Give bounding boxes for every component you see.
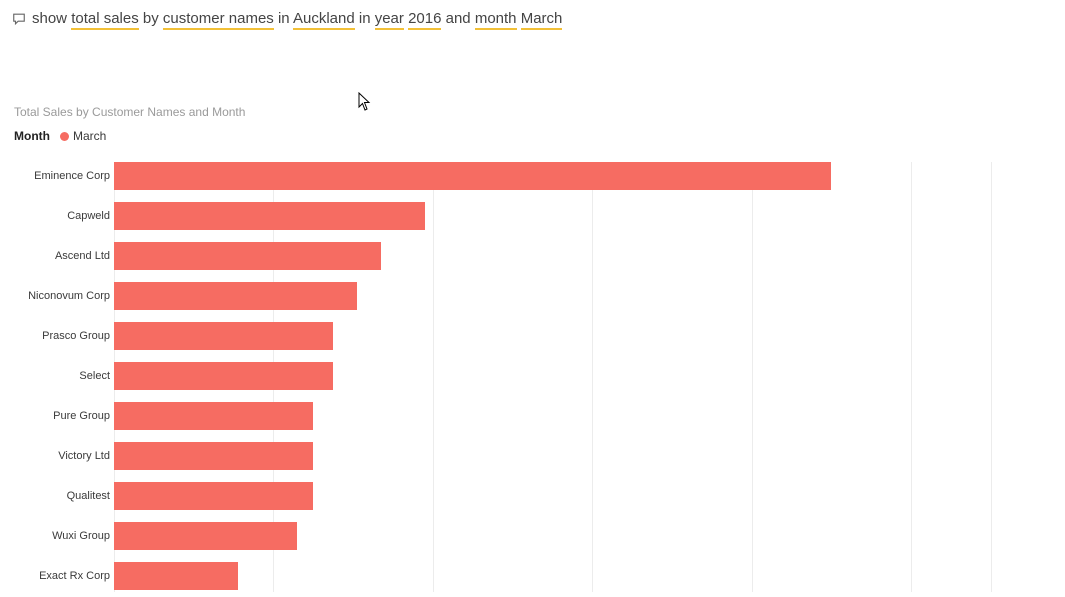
query-token-underlined[interactable]: Auckland <box>293 10 355 30</box>
y-axis-label: Exact Rx Corp <box>14 569 110 583</box>
y-axis-label: Prasco Group <box>14 329 110 343</box>
chart-legend: Month March <box>14 129 1051 144</box>
gridline <box>911 162 912 592</box>
legend-item[interactable]: March <box>60 129 106 143</box>
legend-item-label: March <box>73 129 106 143</box>
legend-axis-label: Month <box>14 129 50 143</box>
gridline <box>752 162 753 592</box>
query-token[interactable]: show <box>32 10 71 27</box>
y-axis-label: Niconovum Corp <box>14 289 110 303</box>
y-axis-label: Qualitest <box>14 489 110 503</box>
query-token[interactable]: in <box>274 10 293 27</box>
bar[interactable] <box>114 522 297 550</box>
query-token-underlined[interactable]: total sales <box>71 10 139 30</box>
y-axis-label: Eminence Corp <box>14 169 110 183</box>
gridline <box>433 162 434 592</box>
bar[interactable] <box>114 202 425 230</box>
chart-plot <box>114 162 911 592</box>
query-token-underlined[interactable]: year <box>375 10 404 30</box>
bar[interactable] <box>114 322 333 350</box>
bar[interactable] <box>114 442 313 470</box>
query-token[interactable]: by <box>139 10 163 27</box>
bar[interactable] <box>114 402 313 430</box>
y-axis-label: Victory Ltd <box>14 449 110 463</box>
chart-card: Total Sales by Customer Names and Month … <box>0 35 1065 592</box>
bar[interactable] <box>114 282 357 310</box>
nl-query-bar[interactable]: show total sales by customer names in Au… <box>0 0 1065 35</box>
chart-body: Eminence Corp Capweld Ascend Ltd Niconovum … <box>14 162 1051 592</box>
chart-title: Total Sales by Customer Names and Month <box>14 105 1051 119</box>
bar[interactable] <box>114 562 238 590</box>
gridline <box>991 162 992 592</box>
query-token-underlined[interactable]: 2016 <box>408 10 441 30</box>
query-token-underlined[interactable]: month <box>475 10 517 30</box>
comment-icon <box>12 12 26 26</box>
y-axis-label: Capweld <box>14 209 110 223</box>
y-axis-label: Pure Group <box>14 409 110 423</box>
y-axis-label: Select <box>14 369 110 383</box>
gridline <box>592 162 593 592</box>
legend-marker-icon <box>60 132 69 141</box>
bar[interactable] <box>114 162 831 190</box>
query-token[interactable]: in <box>355 10 375 27</box>
bar[interactable] <box>114 362 333 390</box>
query-token[interactable]: and <box>441 10 474 27</box>
y-axis-label: Wuxi Group <box>14 529 110 543</box>
nl-query-text[interactable]: show total sales by customer names in Au… <box>32 10 562 27</box>
query-token-underlined[interactable]: March <box>521 10 563 30</box>
bar[interactable] <box>114 482 313 510</box>
bar[interactable] <box>114 242 381 270</box>
y-axis-label: Ascend Ltd <box>14 249 110 263</box>
query-token-underlined[interactable]: customer names <box>163 10 274 30</box>
